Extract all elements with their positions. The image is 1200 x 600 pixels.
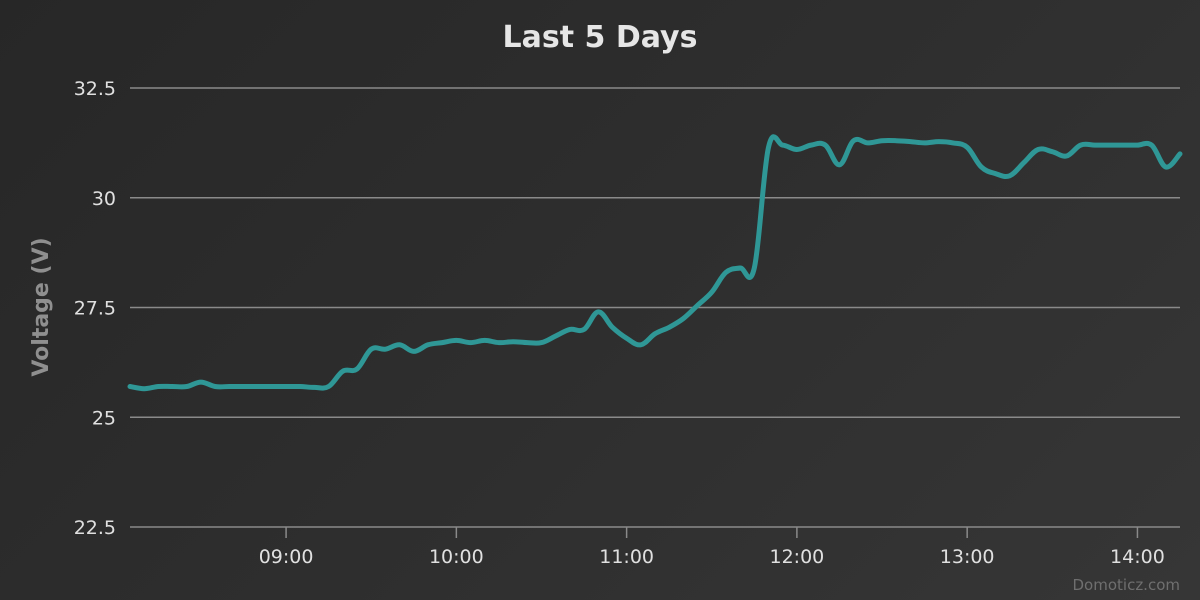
y-tick-label: 22.5 xyxy=(74,517,116,539)
y-tick-label: 32.5 xyxy=(74,78,116,100)
y-axis-ticks: 22.5 25 27.5 30 32.5 xyxy=(74,78,116,539)
series-layer xyxy=(127,134,1183,392)
x-tick-label: 14:00 xyxy=(1110,546,1165,568)
x-tick-label: 13:00 xyxy=(940,546,995,568)
x-tick-label: 10:00 xyxy=(429,546,484,568)
credit-link[interactable]: Domoticz.com xyxy=(1073,576,1181,594)
x-tick-label: 12:00 xyxy=(770,546,825,568)
y-tick-label: 25 xyxy=(92,407,116,429)
y-axis-label: Voltage (V) xyxy=(29,237,54,376)
grid-lines xyxy=(130,87,1180,528)
x-tick-label: 11:00 xyxy=(599,546,654,568)
voltage-series-line xyxy=(127,134,1183,392)
x-tick-label: 09:00 xyxy=(259,546,314,568)
y-tick-label: 30 xyxy=(92,188,116,210)
x-axis-ticks: 09:00 10:00 11:00 12:00 13:00 14:00 xyxy=(259,527,1165,568)
y-tick-label: 27.5 xyxy=(74,298,116,320)
chart-title: Last 5 Days xyxy=(503,20,698,55)
